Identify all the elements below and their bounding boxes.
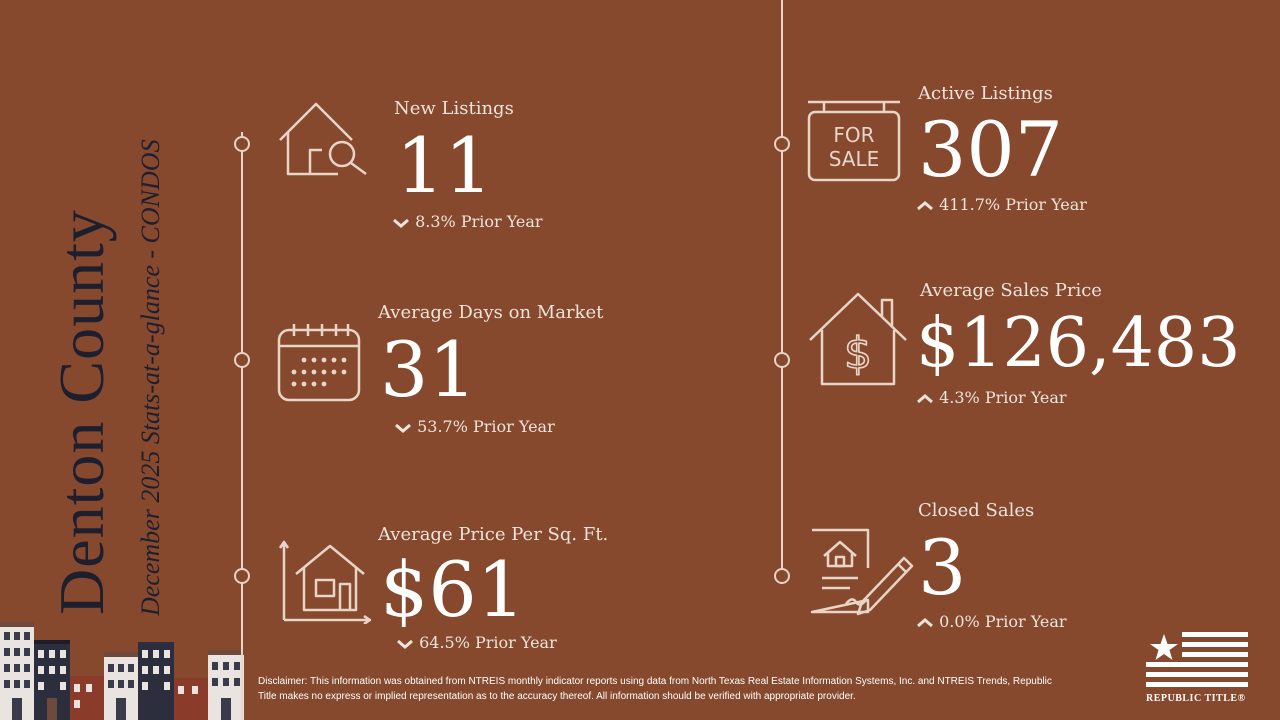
timeline-node <box>234 352 250 368</box>
right-timeline-line <box>781 0 783 580</box>
logo-text: REPUBLIC TITLE® <box>1146 693 1246 704</box>
closed-sales-change: 0.0% Prior Year <box>916 612 1067 631</box>
new-listings-label: New Listings <box>394 98 514 119</box>
chevron-down-icon <box>396 633 414 652</box>
closed-sales-value: 3 <box>918 523 967 612</box>
chevron-down-icon <box>394 417 412 436</box>
chevron-up-icon <box>916 195 934 214</box>
closed-sales-label: Closed Sales <box>918 500 1035 521</box>
townhouses-illustration <box>0 622 244 720</box>
chevron-up-icon <box>916 388 934 407</box>
avg-days-label: Average Days on Market <box>378 302 604 323</box>
avg-price-sqft-value: $61 <box>380 545 526 634</box>
active-listings-change-text: 411.7% Prior Year <box>939 195 1087 214</box>
active-listings-change: 411.7% Prior Year <box>916 195 1087 214</box>
house-dollar-icon: $ <box>806 290 912 388</box>
closed-sales-change-text: 0.0% Prior Year <box>939 612 1067 631</box>
avg-sales-price-change: 4.3% Prior Year <box>916 388 1067 407</box>
timeline-node <box>774 568 790 584</box>
report-subtitle: December 2025 Stats-at-a-glance - CONDOS <box>136 139 165 616</box>
contract-signing-icon <box>806 526 916 616</box>
avg-sales-price-change-text: 4.3% Prior Year <box>939 388 1067 407</box>
new-listings-value: 11 <box>396 121 493 210</box>
avg-days-change-text: 53.7% Prior Year <box>417 417 555 436</box>
disclaimer-text: Disclaimer: This information was obtaine… <box>258 676 1052 702</box>
county-title: Denton County <box>46 209 117 615</box>
active-listings-label: Active Listings <box>918 83 1053 104</box>
house-measure-icon <box>276 540 372 624</box>
chevron-up-icon <box>916 612 934 631</box>
new-listings-change-text: 8.3% Prior Year <box>415 212 543 231</box>
timeline-node <box>234 136 250 152</box>
timeline-node <box>234 568 250 584</box>
avg-price-sqft-change-text: 64.5% Prior Year <box>419 633 557 652</box>
avg-sales-price-label: Average Sales Price <box>920 280 1102 301</box>
left-timeline-line <box>241 132 243 720</box>
chevron-down-icon <box>392 212 410 231</box>
avg-days-value: 31 <box>380 325 477 414</box>
for-sale-sign-icon: FOR SALE <box>806 98 902 184</box>
avg-price-sqft-change: 64.5% Prior Year <box>396 633 557 652</box>
new-listings-change: 8.3% Prior Year <box>392 212 543 231</box>
calendar-icon <box>276 320 362 404</box>
avg-sales-price-value: $126,483 <box>916 304 1241 383</box>
for-sale-sign-text-2: SALE <box>829 147 880 171</box>
timeline-node <box>774 136 790 152</box>
timeline-node <box>774 352 790 368</box>
active-listings-value: 307 <box>918 105 1064 194</box>
republic-title-logo <box>1146 632 1248 687</box>
avg-days-change: 53.7% Prior Year <box>394 417 555 436</box>
house-search-icon <box>276 100 370 178</box>
for-sale-sign-text-1: FOR <box>833 123 874 147</box>
svg-text:$: $ <box>844 328 872 379</box>
avg-price-sqft-label: Average Price Per Sq. Ft. <box>378 524 609 545</box>
